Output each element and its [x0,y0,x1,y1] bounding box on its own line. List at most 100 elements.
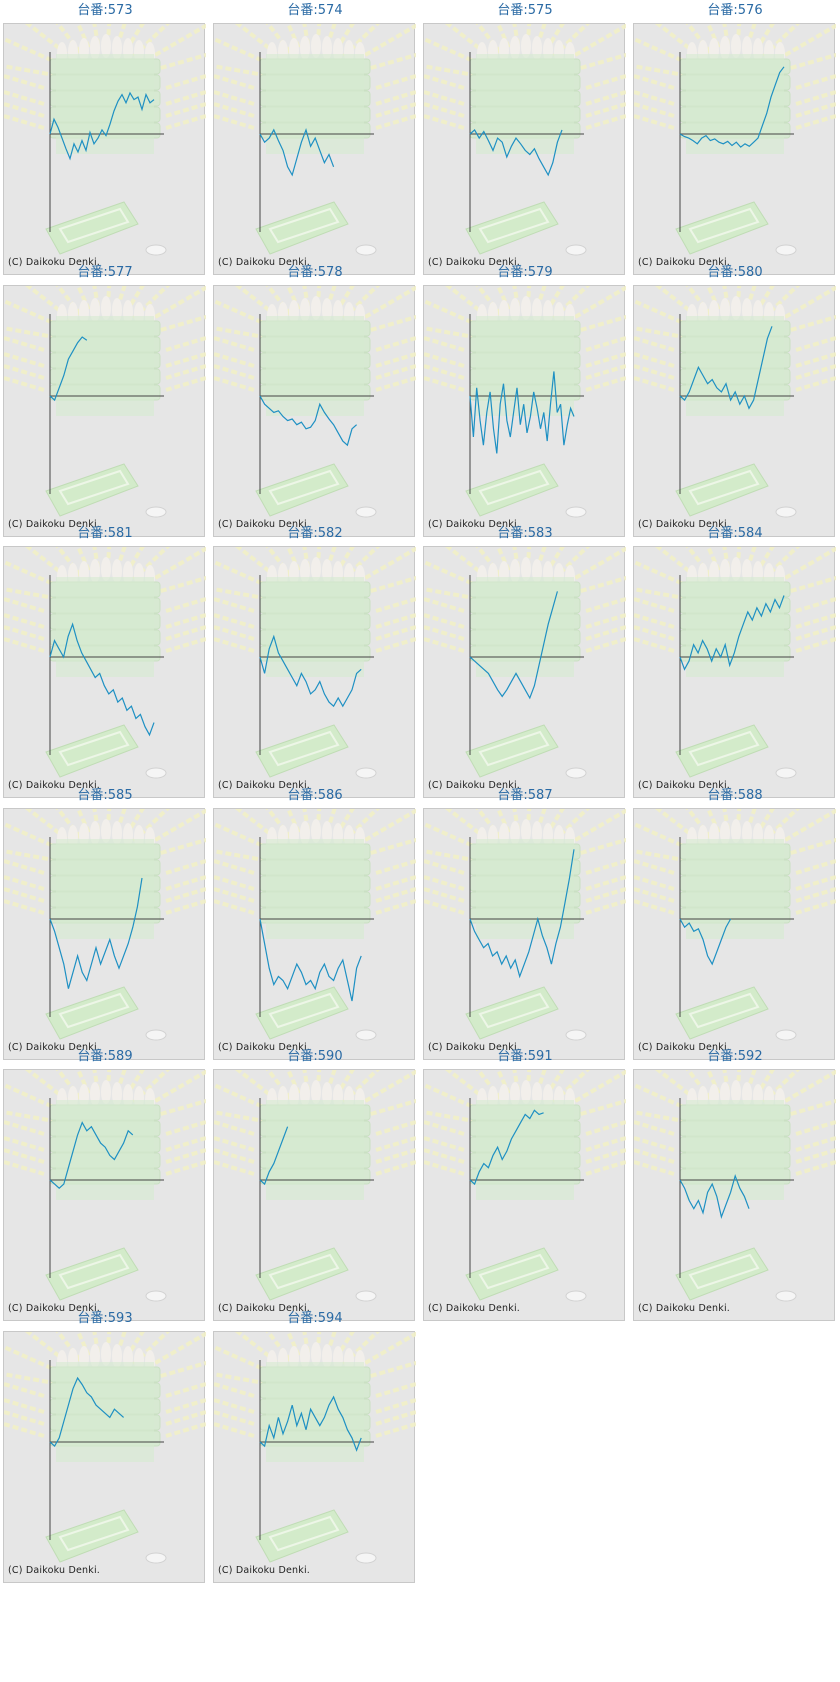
copyright-text: (C) Daikoku Denki. [8,780,101,791]
machine-chart-cell: 台番:582 (C) Daikoku Denki. [210,523,420,803]
copyright-text: (C) Daikoku Denki. [428,780,521,791]
copyright-text: (C) Daikoku Denki. [428,1303,521,1314]
copyright-text: (C) Daikoku Denki. [638,518,731,530]
chart-panel: (C) Daikoku Denki. [633,284,836,537]
machine-chart-cell: 台番:583 (C) Daikoku Denki. [420,523,630,803]
chart-panel: (C) Daikoku Denki. [213,546,416,798]
line-chart [634,808,836,1040]
chart-title: 台番:593 [77,1310,133,1326]
chart-panel: (C) Daikoku Denki. [3,546,206,798]
series-line [679,595,785,671]
line-chart [634,547,836,779]
machine-chart-cell: 台番:577 (C) Daikoku Denki. [0,262,210,542]
chart-panel: (C) Daikoku Denki. [213,1330,416,1583]
machine-chart-cell: 台番:592 (C) Daikoku Denki. [630,1046,840,1326]
copyright-text: (C) Daikoku Denki. [8,257,101,268]
line-chart [634,24,836,256]
background-art [424,1070,626,1302]
series-line [259,1126,289,1186]
machine-chart-cell: 台番:573 (C) Daikoku Denki. [0,0,210,280]
chart-panel: (C) Daikoku Denki. [423,23,626,275]
background-art [634,808,836,1040]
chart-title: 台番:578 [287,264,343,280]
background-art [4,1331,206,1563]
chart-panel: (C) Daikoku Denki. [633,807,836,1060]
line-chart [4,1070,206,1302]
copyright-text: (C) Daikoku Denki. [638,257,731,268]
copyright-text: (C) Daikoku Denki. [218,518,311,530]
background-art [424,285,626,517]
chart-title: 台番:583 [497,526,553,541]
line-chart [424,24,626,256]
machine-chart-cell: 台番:594 (C) Daikoku Denki. [210,1308,420,1588]
chart-panel: (C) Daikoku Denki. [3,1069,206,1321]
copyright-text: (C) Daikoku Denki. [218,1564,311,1576]
series-line [469,1109,544,1186]
line-chart [214,24,416,256]
background-art [4,24,206,256]
copyright-text: (C) Daikoku Denki. [218,1303,311,1314]
chart-panel: (C) Daikoku Denki. [633,1069,836,1321]
chart-title: 台番:585 [77,787,133,803]
machine-chart-cell: 台番:593 (C) Daikoku Denki. [0,1308,210,1588]
chart-title: 台番:588 [707,787,763,803]
machine-chart-cell: 台番:588 (C) Daikoku Denki. [630,785,840,1065]
line-chart [214,808,416,1040]
chart-panel: (C) Daikoku Denki. [423,546,626,798]
background-art [634,24,836,256]
chart-panel: (C) Daikoku Denki. [423,1069,626,1321]
line-chart [4,547,206,779]
background-art [214,808,416,1040]
line-chart [424,808,626,1040]
background-art [424,24,626,256]
chart-panel: (C) Daikoku Denki. [3,284,206,537]
copyright-text: (C) Daikoku Denki. [638,780,731,791]
chart-panel: (C) Daikoku Denki. [633,23,836,275]
series-line [49,622,155,737]
chart-title: 台番:594 [287,1310,343,1326]
line-chart [424,1070,626,1302]
chart-title: 台番:584 [707,526,763,541]
series-line [259,634,362,708]
machine-chart-cell: 台番:581 (C) Daikoku Denki. [0,523,210,803]
chart-title: 台番:589 [77,1049,133,1064]
series-line [259,918,362,1001]
background-art [424,547,626,779]
series-line [679,325,773,410]
chart-panel: (C) Daikoku Denki. [213,807,416,1060]
line-chart [424,547,626,779]
background-art [4,285,206,517]
series-line [469,370,575,453]
line-chart [634,285,836,517]
chart-panel: (C) Daikoku Denki. [213,1069,416,1321]
chart-title: 台番:582 [287,526,343,541]
copyright-text: (C) Daikoku Denki. [638,1041,731,1053]
line-chart [424,285,626,517]
chart-panel: (C) Daikoku Denki. [3,1330,206,1583]
machine-chart-cell: 台番:591 (C) Daikoku Denki. [420,1046,630,1326]
chart-title: 台番:579 [497,264,553,280]
copyright-text: (C) Daikoku Denki. [8,1303,101,1314]
copyright-text: (C) Daikoku Denki. [428,518,521,530]
chart-title: 台番:580 [707,264,763,280]
machine-chart-cell: 台番:575 (C) Daikoku Denki. [420,0,630,280]
series-line [469,848,575,978]
series-line [49,1121,134,1190]
chart-panel: (C) Daikoku Denki. [633,546,836,798]
background-art [634,1070,836,1302]
line-chart [4,808,206,1040]
line-chart [214,1331,416,1563]
machine-chart-cell: 台番:580 (C) Daikoku Denki. [630,262,840,542]
series-line [679,918,732,966]
series-line [49,877,143,989]
series-line [49,1376,124,1447]
machine-chart-cell: 台番:576 (C) Daikoku Denki. [630,0,840,280]
background-art [4,1070,206,1302]
copyright-text: (C) Daikoku Denki. [218,257,311,268]
chart-title: 台番:590 [287,1049,343,1064]
machine-chart-cell: 台番:584 (C) Daikoku Denki. [630,523,840,803]
series-line [679,1173,750,1219]
line-chart [214,547,416,779]
chart-panel: (C) Daikoku Denki. [3,807,206,1060]
series-line [49,335,88,401]
